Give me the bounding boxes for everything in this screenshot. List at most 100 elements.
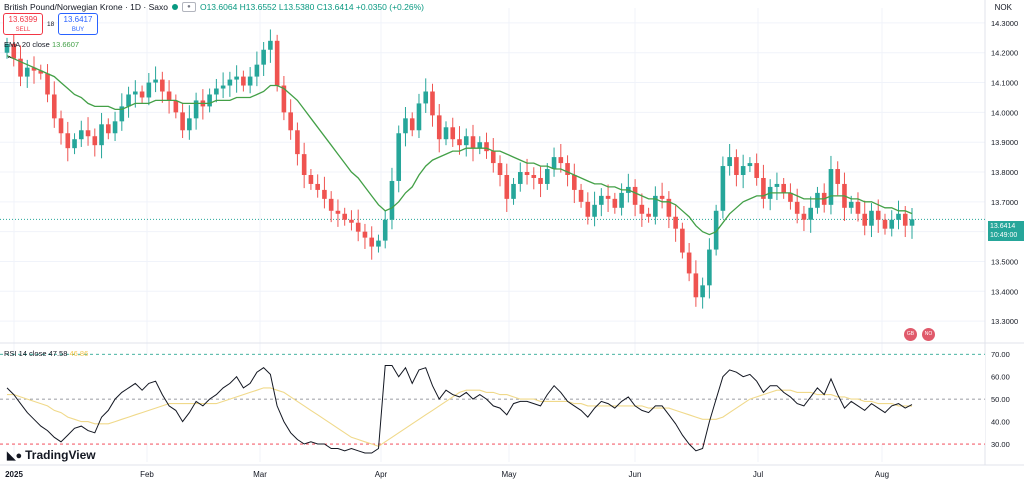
- candle-body: [315, 183, 320, 190]
- candle-body: [869, 210, 874, 226]
- candle-body: [193, 100, 199, 119]
- candle-body: [707, 249, 712, 286]
- candle-body: [646, 213, 651, 217]
- currency-label[interactable]: NOK: [994, 3, 1012, 12]
- candle-body: [889, 219, 895, 229]
- candle-body: [423, 91, 429, 104]
- event-flag-icon[interactable]: NO: [922, 328, 935, 341]
- candle-body: [599, 195, 604, 205]
- candle-body: [713, 210, 719, 250]
- candle-body: [848, 201, 854, 208]
- candle-body: [268, 40, 273, 50]
- candle-body: [490, 151, 496, 164]
- bar-countdown: 10:49:00: [990, 232, 1018, 239]
- rsi-tick-label: 40.00: [991, 418, 1010, 427]
- candle-body: [484, 142, 489, 152]
- rsi-tick-label: 70.00: [991, 350, 1010, 359]
- tradingview-logo: ◣● TradingView: [7, 448, 96, 462]
- candle-body: [794, 201, 800, 214]
- candle-body: [376, 240, 381, 247]
- tradingview-logo-icon: ◣●: [7, 449, 23, 462]
- candle-body: [227, 79, 233, 86]
- candle-body: [355, 222, 361, 232]
- candle-body: [51, 94, 57, 119]
- spread-value: 18: [47, 21, 55, 28]
- y-tick-label: 13.5000: [991, 257, 1018, 266]
- x-tick-label: Apr: [375, 470, 388, 479]
- candle-body: [396, 133, 402, 181]
- ema-legend[interactable]: EMA 20 close 13.6607: [4, 40, 79, 49]
- candle-body: [572, 175, 577, 190]
- candle-body: [126, 94, 131, 107]
- candle-body: [531, 175, 537, 178]
- candle-body: [369, 237, 375, 247]
- candle-body: [517, 172, 523, 184]
- candle-body: [180, 112, 185, 131]
- chart-header: British Pound/Norwegian Krone · 1D · Sax…: [4, 2, 424, 12]
- candle-body: [241, 76, 246, 86]
- candle-body: [551, 157, 557, 170]
- buy-button[interactable]: 13.6417 BUY: [58, 13, 98, 35]
- candle-body: [274, 40, 280, 86]
- sell-label: SELL: [15, 27, 31, 33]
- candle-body: [855, 201, 861, 214]
- candle-body: [382, 219, 388, 241]
- candle-body: [45, 73, 50, 95]
- candle-body: [187, 118, 192, 131]
- candle-body: [740, 166, 746, 175]
- candle-body: [565, 163, 570, 175]
- sell-button[interactable]: 13.6399 SELL: [3, 13, 43, 35]
- candle-body: [106, 124, 111, 134]
- candle-body: [153, 79, 158, 83]
- candle-body: [450, 127, 456, 140]
- candle-body: [463, 136, 469, 146]
- rsi-legend-value: 47.58: [48, 349, 68, 358]
- candle-body: [24, 67, 30, 77]
- candle-body: [133, 91, 138, 95]
- candle-body: [173, 100, 179, 113]
- candle-body: [693, 273, 699, 298]
- candle-body: [430, 91, 435, 116]
- candle-body: [288, 112, 293, 131]
- logo-text: TradingView: [25, 448, 96, 462]
- candle-body: [902, 213, 908, 226]
- rsi-legend[interactable]: RSI 14 close 47.58 46.86: [4, 349, 88, 358]
- candle-body: [585, 201, 591, 217]
- candle-body: [349, 219, 354, 223]
- collapse-legend-icon[interactable]: ⌃: [6, 55, 13, 64]
- candle-body: [261, 49, 266, 65]
- visibility-icon[interactable]: ●: [181, 2, 196, 12]
- candle-body: [457, 139, 462, 146]
- candle-body: [781, 183, 786, 193]
- candle-body: [605, 195, 611, 199]
- candle-body: [544, 169, 550, 184]
- buy-label: BUY: [71, 27, 85, 33]
- candle-body: [754, 163, 759, 178]
- y-tick-label: 14.0000: [991, 108, 1018, 117]
- candle-body: [788, 192, 793, 202]
- sell-price: 13.6399: [8, 15, 38, 24]
- candle-body: [835, 169, 841, 184]
- candle-body: [409, 118, 415, 131]
- candle-body: [31, 67, 37, 71]
- rsi-legend-label: RSI 14 close: [4, 349, 47, 358]
- candle-body: [612, 198, 618, 208]
- candle-body: [11, 43, 17, 59]
- candle-body: [524, 172, 530, 175]
- candle-body: [747, 163, 753, 167]
- candle-body: [659, 195, 665, 199]
- candle-body: [214, 88, 219, 95]
- candle-body: [470, 136, 476, 149]
- candle-body: [322, 189, 327, 199]
- candle-body: [497, 163, 503, 175]
- candle-body: [403, 118, 408, 134]
- y-tick-label: 13.8000: [991, 168, 1018, 177]
- candle-body: [85, 130, 91, 137]
- candle-body: [504, 175, 510, 199]
- event-flag-icon[interactable]: GB: [904, 328, 917, 341]
- candle-body: [808, 207, 813, 220]
- x-tick-label: Jun: [629, 470, 642, 479]
- symbol-title[interactable]: British Pound/Norwegian Krone · 1D · Sax…: [4, 2, 168, 12]
- candle-body: [295, 130, 300, 155]
